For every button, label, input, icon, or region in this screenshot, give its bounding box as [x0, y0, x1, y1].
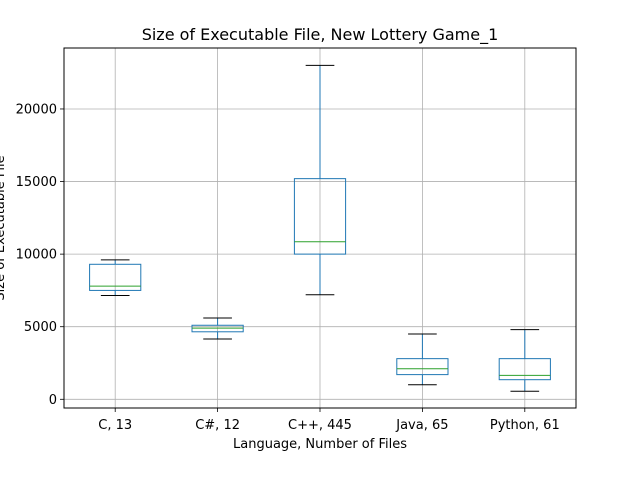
boxes — [89, 64, 551, 392]
iqr-box — [89, 263, 142, 291]
x-tick-label: Java, 65 — [395, 418, 448, 433]
y-tick-label: 5000 — [24, 320, 57, 335]
box-4 — [498, 329, 551, 392]
iqr-box — [293, 178, 347, 255]
plot-frame — [63, 47, 577, 409]
y-tick-label: 10000 — [16, 248, 57, 263]
box-2 — [293, 64, 347, 296]
iqr-box — [396, 358, 449, 376]
box-0 — [89, 259, 142, 296]
x-tick-label: Python, 61 — [490, 418, 560, 433]
chart-title: Size of Executable File, New Lottery Gam… — [142, 25, 499, 45]
y-tick-label: 15000 — [16, 175, 57, 190]
y-axis-label: Size of Executable File — [0, 155, 8, 300]
x-tick-label: C++, 445 — [288, 418, 352, 433]
x-axis-label: Language, Number of Files — [233, 437, 407, 452]
y-tick-label: 20000 — [16, 102, 57, 117]
y-tick-label: 0 — [49, 393, 57, 408]
box-3 — [396, 333, 449, 386]
box-1 — [191, 317, 244, 340]
iqr-box — [498, 358, 551, 381]
axes: 0 5000 10000 15000 20000 C, 13 C#, 12 C++, 445 J… — [16, 47, 577, 433]
x-tick-label: C, 13 — [98, 418, 132, 433]
x-tick-label: C#, 12 — [195, 418, 240, 433]
